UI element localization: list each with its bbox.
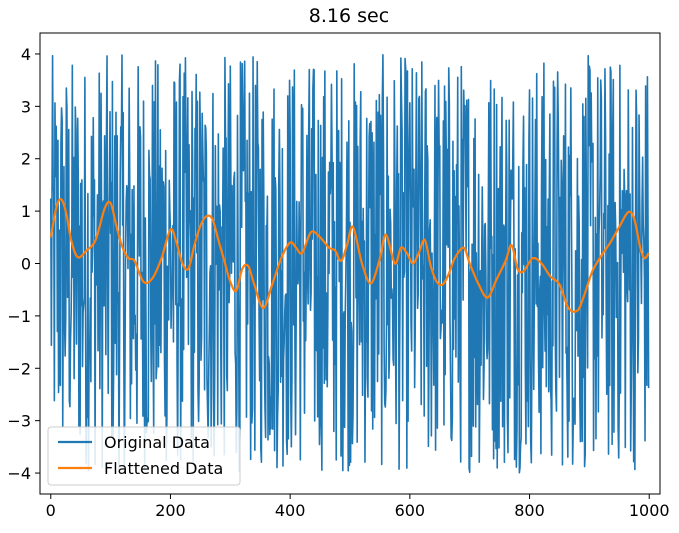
legend-label-original-data: Original Data bbox=[104, 433, 210, 452]
y-tick-label: 0 bbox=[21, 255, 31, 274]
y-tick-label: −2 bbox=[7, 359, 31, 378]
y-tick-label: 4 bbox=[21, 45, 31, 64]
x-tick-label: 800 bbox=[514, 501, 545, 520]
y-tick-label: 3 bbox=[21, 97, 31, 116]
plot-area bbox=[49, 54, 650, 474]
x-tick-label: 1000 bbox=[629, 501, 670, 520]
series-line-original-data bbox=[49, 54, 650, 474]
y-axis: −4 −3 −2 −1 0 1 2 3 4 bbox=[7, 45, 40, 483]
legend-box bbox=[47, 426, 241, 486]
legend: Original Data Flattened Data bbox=[47, 426, 241, 486]
y-tick-label: 2 bbox=[21, 150, 31, 169]
x-tick-label: 200 bbox=[155, 501, 186, 520]
x-axis: 0 200 400 600 800 1000 bbox=[46, 494, 670, 520]
y-tick-label: −3 bbox=[7, 412, 31, 431]
legend-label-flattened-data: Flattened Data bbox=[104, 459, 223, 478]
y-tick-label: −1 bbox=[7, 307, 31, 326]
x-tick-label: 400 bbox=[275, 501, 306, 520]
y-tick-label: 1 bbox=[21, 202, 31, 221]
series-line-flattened-data bbox=[49, 198, 650, 313]
y-tick-label: −4 bbox=[7, 464, 31, 483]
chart-title: 8.16 sec bbox=[309, 5, 389, 27]
x-tick-label: 0 bbox=[46, 501, 56, 520]
x-tick-label: 600 bbox=[395, 501, 426, 520]
